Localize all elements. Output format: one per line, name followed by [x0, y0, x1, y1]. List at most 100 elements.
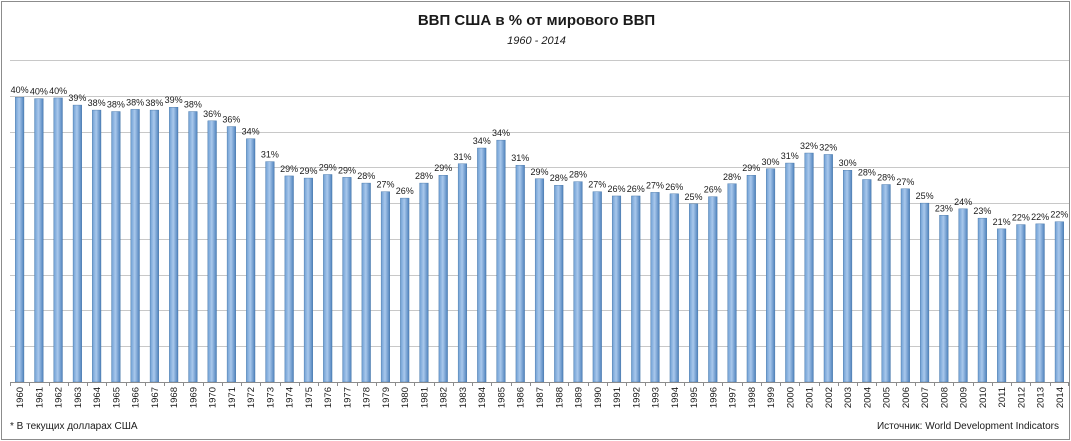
- bar-1986: [515, 164, 525, 383]
- data-label-1983: 31%: [453, 152, 471, 162]
- bar-2012: [1016, 224, 1026, 383]
- x-tick-label-1989: 1989: [574, 387, 585, 408]
- data-label-1989: 28%: [569, 170, 587, 180]
- x-tick-label-1968: 1968: [169, 387, 180, 408]
- data-label-1998: 29%: [742, 163, 760, 173]
- data-label-2010: 23%: [973, 206, 991, 216]
- x-tick-label-2004: 2004: [862, 387, 873, 408]
- bar-1996: [708, 196, 718, 383]
- bar-1961: [34, 98, 44, 383]
- data-label-2013: 22%: [1031, 212, 1049, 222]
- bar-1979: [380, 191, 390, 383]
- bar-1998: [746, 175, 756, 383]
- data-label-1990: 27%: [588, 180, 606, 190]
- x-tick-label-2012: 2012: [1016, 387, 1027, 408]
- bar-1975: [303, 177, 313, 383]
- bar-1999: [766, 168, 776, 383]
- bar-1970: [207, 120, 217, 383]
- bar-1976: [323, 174, 333, 383]
- bar-1965: [111, 111, 121, 383]
- bar-2002: [823, 154, 833, 383]
- bar-1960: [15, 97, 25, 383]
- x-tick-label-1985: 1985: [496, 387, 507, 408]
- data-label-1971: 36%: [222, 115, 240, 125]
- x-tick-label-1962: 1962: [54, 387, 65, 408]
- x-tick-label-1996: 1996: [708, 387, 719, 408]
- x-tick-label-1990: 1990: [593, 387, 604, 408]
- x-tick-label-1969: 1969: [188, 387, 199, 408]
- x-tick-label-1997: 1997: [728, 387, 739, 408]
- data-label-1970: 36%: [203, 109, 221, 119]
- x-tick-label-2005: 2005: [882, 387, 893, 408]
- bar-1989: [573, 181, 583, 383]
- data-label-2002: 32%: [819, 142, 837, 152]
- data-label-1960: 40%: [11, 85, 29, 95]
- bar-2013: [1035, 223, 1045, 383]
- data-label-2012: 22%: [1012, 213, 1030, 223]
- bar-1988: [554, 185, 564, 383]
- data-label-2004: 28%: [858, 167, 876, 177]
- x-tick-label-2014: 2014: [1055, 387, 1066, 408]
- x-tick-label-1988: 1988: [554, 387, 565, 408]
- bar-1966: [130, 109, 140, 383]
- bar-1983: [457, 163, 468, 383]
- x-tick-label-1970: 1970: [208, 387, 219, 408]
- bar-1985: [496, 139, 506, 383]
- x-tick-label-1982: 1982: [439, 387, 450, 408]
- x-tick-label-1994: 1994: [670, 387, 681, 408]
- data-label-1972: 34%: [242, 127, 260, 137]
- x-tick-label-1980: 1980: [400, 387, 411, 408]
- bar-1971: [226, 126, 236, 383]
- bar-2014: [1054, 221, 1064, 383]
- data-label-1991: 26%: [608, 184, 626, 194]
- data-label-1966: 38%: [126, 97, 144, 107]
- data-label-1975: 29%: [299, 166, 317, 176]
- data-label-1965: 38%: [107, 100, 125, 110]
- bar-2000: [785, 162, 795, 383]
- bar-1980: [400, 197, 410, 383]
- data-label-2007: 25%: [916, 191, 934, 201]
- data-label-1999: 30%: [762, 157, 780, 167]
- x-tick-label-1967: 1967: [150, 387, 161, 408]
- data-label-1981: 28%: [415, 171, 433, 181]
- bar-2006: [900, 188, 910, 383]
- footnote: * В текущих долларах США: [10, 421, 138, 432]
- x-tick-label-1964: 1964: [92, 387, 103, 408]
- bar-1984: [477, 147, 487, 383]
- bar-1992: [631, 195, 641, 383]
- x-tick-label-2006: 2006: [901, 387, 912, 408]
- data-label-1995: 25%: [685, 192, 703, 202]
- bar-2001: [804, 152, 814, 383]
- x-tick-label-1979: 1979: [381, 387, 392, 408]
- source-note: Источник: World Development Indicators: [876, 421, 1059, 432]
- bar-1991: [611, 195, 622, 383]
- bar-2003: [843, 169, 853, 383]
- x-tick-label-1998: 1998: [747, 387, 758, 408]
- data-label-1967: 38%: [145, 98, 163, 108]
- bar-1982: [438, 175, 448, 383]
- x-tick-label-2003: 2003: [843, 387, 854, 408]
- x-tick-label-1971: 1971: [227, 387, 238, 408]
- data-label-1962: 40%: [49, 86, 67, 96]
- bar-2004: [862, 179, 872, 383]
- data-label-2003: 30%: [839, 158, 857, 168]
- bar-1974: [284, 175, 294, 383]
- x-tick-label-2002: 2002: [824, 387, 835, 408]
- data-label-1987: 29%: [530, 167, 548, 177]
- x-tick-label-2000: 2000: [785, 387, 796, 408]
- x-tick-label-1987: 1987: [535, 387, 546, 408]
- x-tick-label-1977: 1977: [342, 387, 353, 408]
- data-label-1976: 29%: [319, 162, 337, 172]
- bar-1977: [342, 177, 352, 383]
- data-label-1986: 31%: [511, 153, 529, 163]
- bar-2008: [939, 215, 949, 383]
- bar-1969: [188, 111, 198, 383]
- x-tick-label-1999: 1999: [766, 387, 777, 408]
- gridlines: [10, 60, 1069, 347]
- x-tick-label-1960: 1960: [15, 387, 26, 408]
- bar-1972: [246, 138, 256, 383]
- data-label-2006: 27%: [896, 177, 914, 187]
- bar-1973: [265, 161, 275, 383]
